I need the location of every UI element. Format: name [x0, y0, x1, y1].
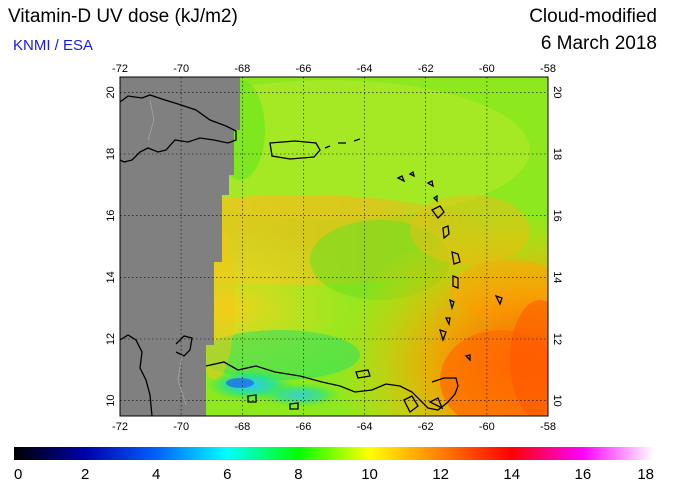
- lat-tick-label: 18: [105, 148, 117, 160]
- lat-tick-label: 14: [551, 271, 563, 283]
- lat-tick-label: 12: [551, 333, 563, 345]
- uv-dose-field: [120, 77, 548, 416]
- colorbar-labels: 0 2 4 6 8 10 12 14 16 18: [14, 466, 654, 483]
- lat-tick-label: 14: [105, 271, 117, 283]
- lat-tick-label: 20: [551, 86, 563, 98]
- colorbar-tick-label: 14: [503, 466, 520, 483]
- borders: [147, 99, 187, 406]
- colorbar-tick-label: 12: [432, 466, 449, 483]
- lon-tick-label: -66: [295, 63, 311, 75]
- puerto-rico-coast: [269, 140, 321, 160]
- colorbar-tick-label: 6: [223, 466, 231, 483]
- lat-tick-label: 16: [551, 210, 563, 222]
- chart-title: Vitamin-D UV dose (kJ/m2): [8, 6, 238, 27]
- lon-tick-label: -60: [479, 421, 495, 433]
- organization-label: KNMI / ESA: [13, 37, 94, 54]
- map-frame: [119, 76, 549, 417]
- lon-tick-label: -64: [357, 63, 373, 75]
- lon-tick-label: -60: [479, 63, 495, 75]
- no-data-region: [120, 77, 240, 416]
- colorbar-tick-label: 2: [81, 466, 89, 483]
- lon-tick-label: -72: [112, 421, 128, 433]
- lon-tick-label: -70: [173, 421, 189, 433]
- hispaniola-coast: [120, 94, 237, 163]
- lat-tick-label: 12: [105, 333, 117, 345]
- latitude-ticks-right: 10 12 14 16 18 20: [551, 86, 563, 406]
- latitude-ticks-left: 10 12 14 16 18 20: [105, 86, 117, 406]
- venezuela-coast: [120, 334, 153, 416]
- lon-tick-label: -72: [112, 63, 128, 75]
- lat-tick-label: 18: [551, 148, 563, 160]
- coastlines: [120, 94, 503, 416]
- colorbar-tick-label: 8: [294, 466, 302, 483]
- longitude-ticks-top: -72 -70 -68 -66 -64 -62 -60 -58: [112, 63, 556, 75]
- lon-tick-label: -70: [173, 63, 189, 75]
- colorbar-tick-label: 0: [14, 466, 22, 483]
- lon-tick-label: -58: [540, 421, 556, 433]
- lon-tick-label: -62: [418, 421, 434, 433]
- colorbar-tick-label: 16: [575, 466, 592, 483]
- graticule: [120, 77, 548, 416]
- lon-tick-label: -64: [357, 421, 373, 433]
- longitude-ticks-bottom: -72 -70 -68 -66 -64 -62 -60 -58: [112, 421, 556, 433]
- lat-tick-label: 10: [105, 394, 117, 406]
- colorbar: [14, 447, 654, 460]
- colorbar-tick-label: 4: [152, 466, 160, 483]
- lon-tick-label: -68: [234, 421, 250, 433]
- date-label: 6 March 2018: [540, 33, 657, 54]
- colorbar-tick-label: 18: [637, 466, 654, 483]
- lon-tick-label: -66: [295, 421, 311, 433]
- product-mode-label: Cloud-modified: [529, 6, 657, 27]
- lat-tick-label: 20: [105, 86, 117, 98]
- lat-tick-label: 10: [551, 394, 563, 406]
- lon-tick-label: -68: [234, 63, 250, 75]
- lat-tick-label: 16: [105, 210, 117, 222]
- colorbar-tick-label: 10: [361, 466, 378, 483]
- lon-tick-label: -62: [418, 63, 434, 75]
- lon-tick-label: -58: [540, 63, 556, 75]
- lesser-antilles-coast: [396, 175, 406, 183]
